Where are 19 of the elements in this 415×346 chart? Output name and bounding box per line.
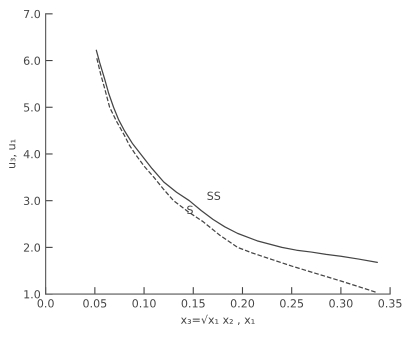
series-label: S [187,206,193,214]
y-tick-label: 3.0 [24,196,40,206]
y-tick-label: 4.0 [24,150,40,158]
y-tick-label: 6.0 [24,56,40,65]
x-tick-label: 0.35 [378,299,402,308]
x-tick-label: 0.10 [132,299,156,308]
y-tick-label: 5.0 [24,103,40,112]
x-tick-label: 0.30 [329,299,353,308]
x-tick-label: 0.25 [280,299,304,308]
x-axis-title: x₃=√x₁ x₂ , x₁ [180,314,255,326]
y-axis-title: u₃, u₁ [9,140,17,168]
y-tick-label: 7.0 [24,10,40,18]
x-tick-label: 0.05 [83,299,106,308]
series-label: SS [207,192,220,200]
y-tick-label: 2.0 [24,243,40,252]
y-tick-label: 1.0 [24,290,40,298]
x-tick-label: 0.15 [182,299,205,308]
x-tick-label: 0.20 [230,299,254,308]
x-tick-label: 0.0 [38,299,54,308]
